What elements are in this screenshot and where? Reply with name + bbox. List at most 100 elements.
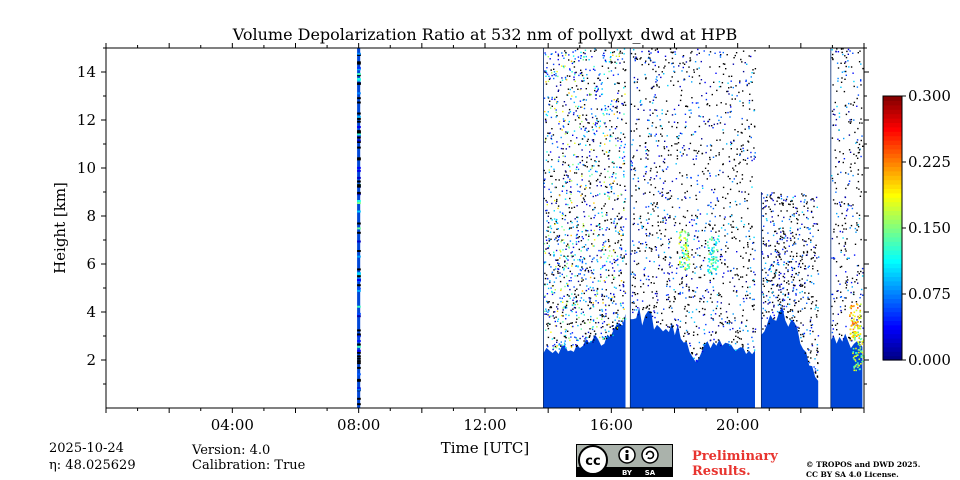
noise-pixel xyxy=(611,110,613,112)
noise-pixel xyxy=(652,99,655,101)
noise-pixel xyxy=(833,297,835,300)
noise-pixel xyxy=(790,221,793,223)
noise-pixel xyxy=(717,200,720,202)
noise-pixel xyxy=(764,262,767,264)
noise-pixel xyxy=(777,196,779,199)
noise-pixel xyxy=(810,275,813,277)
noise-pixel xyxy=(684,196,686,198)
noise-pixel xyxy=(582,268,584,270)
noise-pixel xyxy=(773,306,775,308)
noise-pixel xyxy=(585,300,587,303)
noise-pixel xyxy=(572,55,575,57)
noise-pixel xyxy=(591,167,593,169)
noise-pixel xyxy=(620,140,623,143)
noise-pixel xyxy=(590,217,592,220)
noise-pixel xyxy=(563,306,565,308)
noise-pixel xyxy=(618,233,620,235)
noise-pixel xyxy=(698,311,701,313)
noise-pixel xyxy=(778,251,780,254)
noise-pixel xyxy=(762,243,765,245)
colorbar-band xyxy=(883,223,902,229)
noise-pixel xyxy=(632,139,634,141)
person-head xyxy=(625,449,629,454)
noise-pixel xyxy=(747,140,749,142)
noise-pixel xyxy=(779,286,781,288)
feature-pixel xyxy=(708,253,710,255)
noise-pixel xyxy=(564,285,566,288)
noise-pixel xyxy=(735,226,738,229)
noise-pixel xyxy=(753,158,755,160)
noise-pixel xyxy=(554,311,556,313)
noise-pixel xyxy=(574,172,576,174)
noise-pixel xyxy=(738,163,740,165)
noise-pixel xyxy=(711,212,713,215)
noise-pixel xyxy=(645,171,647,173)
noise-pixel xyxy=(633,174,636,176)
noise-pixel xyxy=(775,272,777,274)
noise-pixel xyxy=(796,252,798,255)
noise-pixel xyxy=(564,198,567,200)
noise-pixel xyxy=(611,274,614,276)
noise-pixel xyxy=(780,231,782,233)
noise-pixel xyxy=(831,324,833,326)
noise-pixel xyxy=(816,347,819,350)
noise-pixel xyxy=(567,131,569,133)
noise-pixel xyxy=(553,255,555,257)
noise-pixel xyxy=(556,146,559,148)
noise-pixel xyxy=(567,203,569,206)
noise-pixel xyxy=(548,171,551,173)
feature-pixel xyxy=(711,237,714,240)
noise-pixel xyxy=(561,297,563,300)
noise-pixel xyxy=(836,236,838,238)
noise-pixel xyxy=(802,251,805,253)
feature-pixel xyxy=(707,264,709,267)
noise-pixel xyxy=(681,155,683,157)
noise-pixel xyxy=(564,334,567,337)
noise-pixel xyxy=(572,113,575,116)
noise-pixel xyxy=(770,197,772,200)
noise-pixel xyxy=(577,339,579,342)
colorbar-band xyxy=(883,170,902,176)
boundary-layer xyxy=(830,333,863,408)
noise-pixel xyxy=(847,184,849,186)
noise-pixel xyxy=(586,249,588,252)
noise-pixel xyxy=(663,67,665,69)
noise-pixel xyxy=(614,67,617,69)
noise-pixel xyxy=(852,72,854,74)
noise-pixel xyxy=(652,112,654,114)
noise-pixel xyxy=(656,203,658,205)
noise-pixel xyxy=(753,125,756,127)
noise-pixel xyxy=(596,293,599,295)
noise-pixel xyxy=(717,339,720,341)
noise-pixel xyxy=(713,338,715,341)
feature-pixel xyxy=(862,340,864,343)
feature-pixel xyxy=(852,331,855,333)
noise-pixel xyxy=(582,237,584,240)
noise-pixel xyxy=(587,319,589,321)
noise-pixel xyxy=(792,267,794,270)
noise-pixel xyxy=(762,283,764,285)
noise-pixel xyxy=(753,72,755,74)
feature-pixel xyxy=(853,311,856,314)
noise-pixel xyxy=(748,259,750,261)
noise-pixel xyxy=(604,122,606,125)
noise-pixel xyxy=(566,262,568,265)
noise-pixel xyxy=(551,273,553,275)
noise-pixel xyxy=(779,256,781,258)
noise-pixel xyxy=(577,190,579,192)
plot-background xyxy=(106,48,864,408)
noise-pixel xyxy=(585,289,587,292)
noise-pixel xyxy=(667,298,669,301)
noise-pixel xyxy=(580,88,582,90)
noise-pixel xyxy=(802,262,804,265)
noise-pixel xyxy=(562,110,564,113)
noise-pixel xyxy=(656,301,658,304)
noise-pixel xyxy=(619,50,622,52)
noise-pixel xyxy=(612,312,615,315)
feature-pixel xyxy=(687,255,689,257)
noise-pixel xyxy=(617,195,619,197)
noise-pixel xyxy=(809,319,812,321)
noise-pixel xyxy=(655,290,658,293)
noise-pixel xyxy=(639,279,642,282)
noise-pixel xyxy=(720,248,723,251)
